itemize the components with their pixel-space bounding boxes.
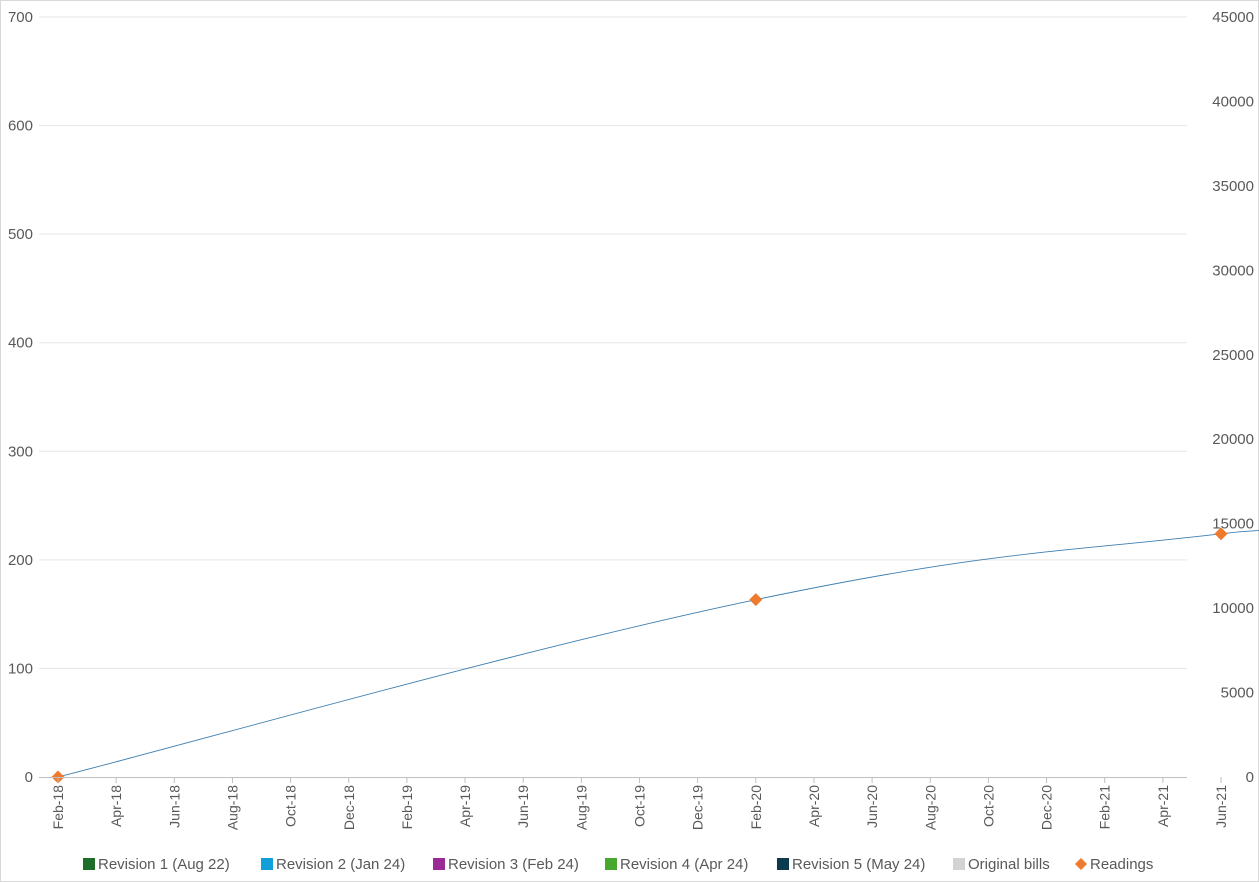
x-tick-label: Oct-18 [283, 785, 299, 827]
legend-item-revision-5-may-24: Revision 5 (May 24) [777, 856, 925, 873]
legend-item-revision-3-feb-24: Revision 3 (Feb 24) [433, 856, 579, 873]
readings-point [1214, 527, 1228, 541]
x-tick-label: Jun-18 [166, 785, 182, 828]
legend-item-revision-1-aug-22: Revision 1 (Aug 22) [83, 856, 230, 873]
y-left-tick-label: 200 [8, 552, 33, 569]
x-tick-label: Oct-19 [632, 785, 648, 827]
legend-item-readings: Readings [1075, 856, 1153, 873]
x-tick-label: Dec-20 [1039, 785, 1055, 830]
x-tick-label: Apr-19 [457, 785, 473, 827]
legend-label: Revision 5 (May 24) [792, 856, 925, 873]
y-left-tick-label: 700 [8, 9, 33, 26]
y-right-tick-label: 45000 [1212, 9, 1254, 26]
legend-item-original-bills: Original bills [953, 856, 1050, 873]
legend-label: Original bills [968, 856, 1050, 873]
y-right-tick-label: 10000 [1212, 600, 1254, 617]
y-right-tick-label: 15000 [1212, 516, 1254, 533]
x-tick-label: Aug-19 [573, 785, 589, 830]
x-tick-label: Dec-19 [690, 785, 706, 830]
y-right-tick-label: 35000 [1212, 178, 1254, 195]
y-right-tick-label: 5000 [1221, 685, 1254, 702]
y-left-tick-label: 500 [8, 226, 33, 243]
x-tick-label: Feb-21 [1097, 785, 1113, 830]
y-left-tick-label: 300 [8, 443, 33, 460]
x-tick-label: Apr-20 [806, 785, 822, 827]
x-tick-label: Jun-19 [515, 785, 531, 828]
x-tick-label: Jun-20 [864, 785, 880, 828]
x-tick-label: Aug-20 [922, 785, 938, 830]
legend-label: Revision 3 (Feb 24) [448, 856, 579, 873]
legend-swatch [83, 858, 95, 870]
x-tick-label: Oct-20 [980, 785, 996, 827]
axes: 0 100 200 300 400 500 600 700 0 5000 10000 15000 200… [8, 9, 1254, 830]
y-left-tick-label: 400 [8, 335, 33, 352]
gridlines [39, 16, 1187, 669]
x-tick-label: Apr-18 [108, 785, 124, 827]
legend-item-revision-4-apr-24: Revision 4 (Apr 24) [605, 856, 748, 873]
y-right-tick-label: 30000 [1212, 262, 1254, 279]
readings-point [749, 593, 763, 607]
legend-swatch [261, 858, 273, 870]
legend-label: Revision 4 (Apr 24) [620, 856, 748, 873]
y-right-tick-label: 40000 [1212, 93, 1254, 110]
legend-label: Revision 1 (Aug 22) [98, 856, 230, 873]
y-left-tick-label: 0 [25, 769, 33, 786]
x-tick-label: Dec-18 [341, 785, 357, 830]
y-left-tick-label: 100 [8, 660, 33, 677]
y-right-tick-label: 25000 [1212, 347, 1254, 364]
legend-item-revision-2-jan-24: Revision 2 (Jan 24) [261, 856, 405, 873]
x-tick-label: Feb-19 [399, 785, 415, 830]
legend-swatch [777, 858, 789, 870]
legend-label: Readings [1090, 856, 1153, 873]
legend-swatch [605, 858, 617, 870]
y-right-tick-label: 0 [1246, 769, 1254, 786]
legend-swatch [1075, 858, 1087, 870]
y-right-tick-label: 20000 [1212, 431, 1254, 448]
x-tick-label: Aug-18 [224, 785, 240, 830]
y-left-tick-label: 600 [8, 118, 33, 135]
legend-swatch [433, 858, 445, 870]
x-tick-label: Apr-21 [1155, 785, 1171, 827]
legend-label: Revision 2 (Jan 24) [276, 856, 405, 873]
readings-line [57, 530, 1259, 778]
legend: Revision 1 (Aug 22) Revision 2 (Jan 24) Re… [83, 856, 1153, 873]
x-tick-label: Feb-20 [748, 785, 764, 830]
x-tick-label: Jun-21 [1213, 785, 1229, 828]
x-tick-label: Feb-18 [50, 785, 66, 830]
legend-swatch [953, 858, 965, 870]
